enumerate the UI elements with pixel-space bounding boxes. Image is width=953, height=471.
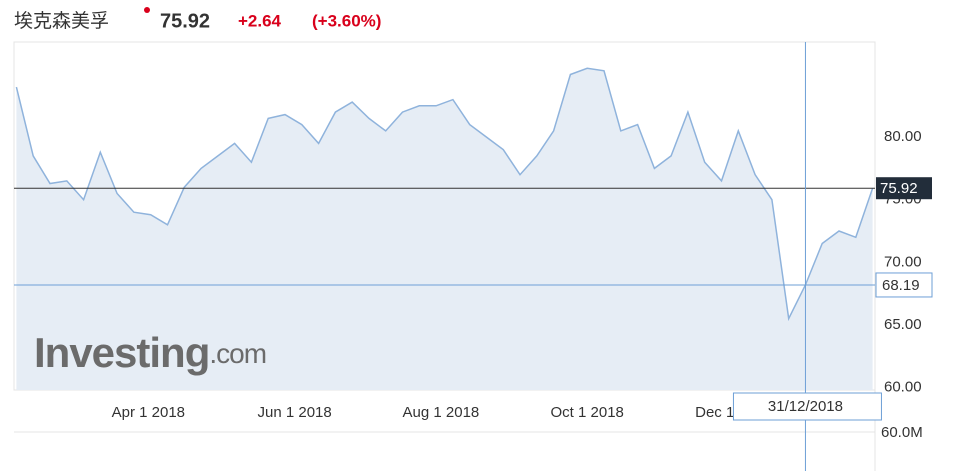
change: +2.64 [238, 11, 282, 30]
plot [15, 67, 874, 391]
price: 75.92 [160, 10, 210, 32]
watermark-suffix: .com [209, 338, 266, 369]
price-line [15, 67, 874, 322]
x-tick-label: Apr 1 2018 [112, 404, 185, 421]
chart-title: 埃克森美孚 [14, 10, 109, 32]
x-tick-label: Aug 1 2018 [403, 404, 480, 421]
crosshair-y-label: 68.19 [882, 277, 920, 294]
area-fill [16, 68, 873, 391]
watermark: Investing.com [34, 329, 266, 376]
watermark-main: Investing [34, 329, 209, 376]
y-tick-label: 80.00 [884, 128, 922, 145]
crosshair-y-box [875, 272, 933, 298]
x-tick-label: Jun 1 2018 [257, 404, 331, 421]
y-tick-label: 60.00 [884, 378, 922, 395]
last-price-box [876, 177, 932, 200]
y-tick-label: 70.00 [884, 253, 922, 270]
crosshair-x-box [732, 392, 882, 421]
x-tick-label: Oct 1 2018 [551, 404, 624, 421]
y-tick-label: 65.00 [884, 316, 922, 333]
status-dot [144, 7, 150, 13]
volume-tick-label: 60.0M [881, 424, 923, 441]
crosshair-x-label: 31/12/2018 [768, 398, 843, 415]
change-percent: (+3.60%) [312, 11, 381, 30]
last-price-label: 75.92 [880, 180, 918, 197]
